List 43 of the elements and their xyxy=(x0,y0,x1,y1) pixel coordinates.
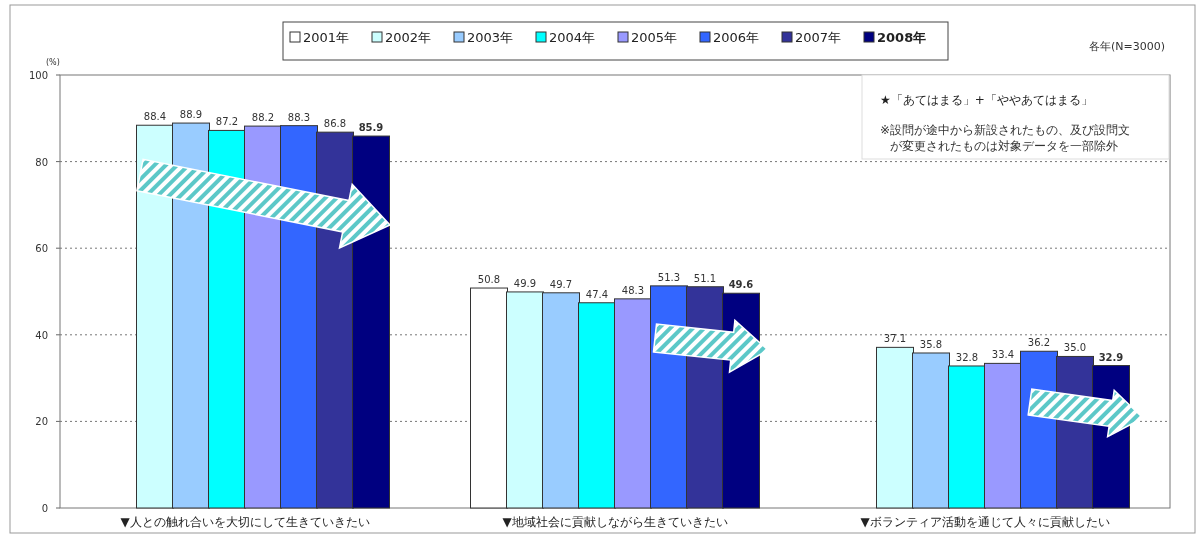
data-label: 88.4 xyxy=(143,111,167,123)
data-label: 50.8 xyxy=(477,274,501,286)
annotation: ※設問が途中から新設されたもの、及び設問文が変更されたものは対象データを一部除外 xyxy=(880,123,1131,153)
legend-label: 2008年 xyxy=(877,30,927,45)
data-label: 49.6 xyxy=(728,279,754,291)
y-tick-label: 100 xyxy=(28,70,48,81)
legend-label: 2003年 xyxy=(467,30,514,45)
legend-label: 2006年 xyxy=(713,30,760,45)
y-tick-label: 0 xyxy=(41,503,48,514)
x-tick-label: ▼ボランティア活動を通じて人々に貢献したい xyxy=(860,515,1110,529)
data-label: 88.9 xyxy=(179,109,203,121)
data-label: 87.2 xyxy=(215,116,239,128)
data-label: 88.3 xyxy=(287,111,311,123)
y-tick-label: 80 xyxy=(35,156,48,168)
annotation: ★「あてはまる」+「ややあてはまる」 xyxy=(880,93,1093,107)
data-label: 49.7 xyxy=(549,278,573,290)
y-axis-title: (%) xyxy=(46,58,60,67)
data-label: 36.2 xyxy=(1027,337,1051,349)
y-tick-label: 60 xyxy=(35,243,48,255)
data-label: 86.8 xyxy=(323,118,347,130)
data-label: 37.1 xyxy=(883,333,907,345)
legend-label: 2005年 xyxy=(631,30,678,45)
data-label: 35.0 xyxy=(1063,342,1087,354)
data-label: 48.3 xyxy=(621,284,645,296)
y-tick-label: 40 xyxy=(35,329,48,341)
data-label: 88.2 xyxy=(251,112,275,124)
legend-label: 2007年 xyxy=(795,30,842,45)
data-label: 85.9 xyxy=(358,122,384,134)
x-tick-label: ▼人との触れ合いを大切にして生きていきたい xyxy=(120,515,370,529)
data-label: 51.1 xyxy=(693,272,717,284)
legend-label: 2002年 xyxy=(385,30,432,45)
data-label: 32.9 xyxy=(1098,351,1124,363)
data-label: 47.4 xyxy=(585,288,609,300)
text: 各年(N=3000) xyxy=(1088,40,1165,53)
data-label: 35.8 xyxy=(919,338,943,350)
legend-label: 2001年 xyxy=(303,30,350,45)
y-tick-label: 20 xyxy=(35,416,48,428)
data-label: 49.9 xyxy=(513,277,537,289)
x-tick-label: ▼地域社会に貢献しながら生きていきたい xyxy=(502,515,728,529)
data-label: 32.8 xyxy=(955,351,979,363)
data-label: 33.4 xyxy=(991,349,1015,361)
data-label: 51.3 xyxy=(657,271,681,283)
legend-label: 2004年 xyxy=(549,30,596,45)
